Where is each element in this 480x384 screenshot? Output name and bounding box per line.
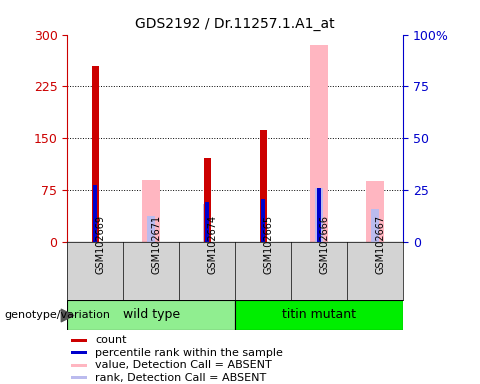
Bar bbox=[260, 130, 266, 242]
Text: count: count bbox=[96, 335, 127, 345]
Text: GSM102674: GSM102674 bbox=[207, 215, 217, 274]
Bar bbox=[71, 351, 87, 354]
Bar bbox=[204, 157, 211, 242]
Bar bbox=[142, 180, 160, 242]
FancyBboxPatch shape bbox=[67, 300, 235, 330]
Bar bbox=[92, 66, 98, 242]
Text: percentile rank within the sample: percentile rank within the sample bbox=[96, 348, 283, 358]
Bar bbox=[261, 199, 265, 242]
Text: rank, Detection Call = ABSENT: rank, Detection Call = ABSENT bbox=[96, 373, 267, 383]
Bar bbox=[317, 188, 321, 242]
Text: wild type: wild type bbox=[122, 308, 180, 321]
Text: value, Detection Call = ABSENT: value, Detection Call = ABSENT bbox=[96, 360, 272, 370]
Title: GDS2192 / Dr.11257.1.A1_at: GDS2192 / Dr.11257.1.A1_at bbox=[135, 17, 335, 31]
Bar bbox=[71, 364, 87, 367]
Text: GSM102671: GSM102671 bbox=[151, 215, 161, 274]
Bar bbox=[310, 45, 328, 242]
Bar bbox=[71, 339, 87, 342]
FancyBboxPatch shape bbox=[235, 300, 403, 330]
Bar bbox=[366, 181, 384, 242]
Bar bbox=[93, 185, 97, 242]
Text: titin mutant: titin mutant bbox=[282, 308, 356, 321]
Text: genotype/variation: genotype/variation bbox=[5, 310, 111, 320]
Text: GSM102667: GSM102667 bbox=[375, 215, 385, 274]
Bar bbox=[205, 202, 209, 242]
Text: GSM102665: GSM102665 bbox=[263, 215, 273, 274]
Bar bbox=[147, 216, 156, 242]
Bar bbox=[71, 376, 87, 379]
Bar bbox=[371, 209, 379, 242]
Bar bbox=[203, 204, 211, 242]
Text: GSM102666: GSM102666 bbox=[319, 215, 329, 274]
Text: GSM102669: GSM102669 bbox=[95, 215, 105, 274]
Bar bbox=[315, 188, 324, 242]
